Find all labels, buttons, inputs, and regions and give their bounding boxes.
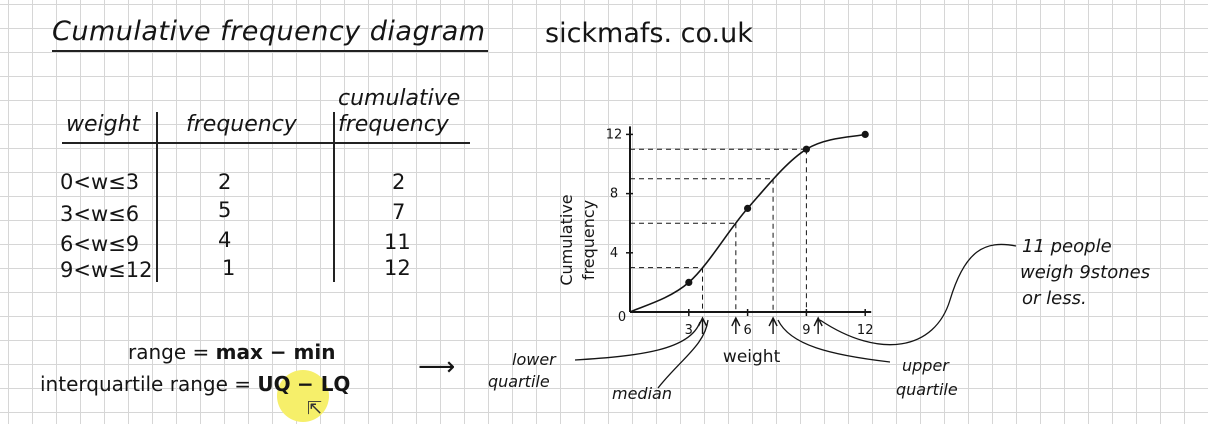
header-frequency: frequency (186, 112, 297, 137)
y-axis-label-line2: frequency (579, 200, 598, 280)
row3-weight: 6<w≤9 (60, 232, 140, 256)
y-tick-label-4: 4 (610, 246, 618, 261)
annotation-lower-quartile: quartile (488, 372, 550, 391)
y-tick-label-12: 12 (606, 127, 623, 142)
connector-lower-quartile (574, 321, 701, 361)
data-point-6 (744, 204, 752, 212)
data-point-3 (685, 278, 693, 286)
iqr-formula: interquartile range = UQ − LQ (40, 372, 350, 396)
row3-cumulative: 11 (384, 230, 411, 254)
row2-weight: 3<w≤6 (60, 202, 140, 226)
annotation-upper: upper (902, 356, 949, 375)
x-tick-label-6: 6 (743, 323, 751, 338)
annotation-median: median (612, 384, 672, 403)
row1-cumulative: 2 (392, 170, 406, 194)
header-weight: weight (66, 112, 141, 137)
cumulative-curve (629, 133, 866, 313)
right-arrow-icon: ⟶ (418, 352, 456, 382)
annotation-lower: lower (512, 350, 556, 369)
range-formula: range = max − min (128, 340, 336, 364)
table-divider-2 (333, 112, 335, 282)
x-tick-label-3: 3 (685, 323, 693, 338)
header-cumulative: cumulative frequency (338, 86, 461, 137)
arrow-upper-quartile (768, 316, 778, 334)
row4-cumulative: 12 (384, 256, 411, 280)
row2-frequency: 5 (218, 198, 232, 222)
page-title: Cumulative frequency diagram (52, 16, 486, 47)
annotation-or-less: or less. (1022, 288, 1087, 309)
arrow-eleven-people (813, 316, 823, 334)
annotation-weigh: weigh 9stones (1020, 262, 1151, 283)
connector-upper-quartile (777, 319, 891, 363)
row4-frequency: 1 (222, 256, 236, 280)
annotation-eleven-people: 11 people (1022, 236, 1112, 257)
row3-frequency: 4 (218, 228, 232, 252)
table-header-rule (62, 142, 470, 144)
row1-frequency: 2 (218, 170, 232, 194)
row4-weight: 9<w≤12 (60, 258, 153, 282)
data-point-12 (861, 130, 869, 138)
x-axis-label: weight (723, 347, 781, 367)
data-point-9 (802, 145, 811, 153)
iqr-label: interquartile range = (40, 372, 251, 396)
range-label: range = (128, 340, 210, 364)
row2-cumulative: 7 (392, 200, 406, 224)
iqr-uq: UQ (257, 372, 291, 396)
row1-weight: 0<w≤3 (60, 170, 140, 194)
table-divider-1 (156, 112, 158, 282)
y-axis-label-line1: Cumulative (557, 194, 576, 285)
x-tick-label-12: 12 (857, 323, 874, 338)
mouse-pointer-icon: ⇱ (307, 398, 323, 419)
y-tick-label-8: 8 (610, 187, 618, 202)
x-tick-label-9: 9 (802, 323, 810, 338)
site-name: sickmafs. co.uk (545, 18, 753, 49)
range-expression: max − min (215, 340, 336, 364)
title-underline (52, 50, 488, 52)
iqr-lq: − LQ (296, 372, 351, 396)
annotation-upper-quartile: quartile (896, 380, 958, 399)
connector-median (657, 319, 709, 389)
cursor-highlight (277, 370, 329, 422)
arrow-median (731, 316, 741, 334)
x-tick-label-0: 0 (618, 310, 626, 325)
connector-eleven-people (819, 243, 1017, 346)
